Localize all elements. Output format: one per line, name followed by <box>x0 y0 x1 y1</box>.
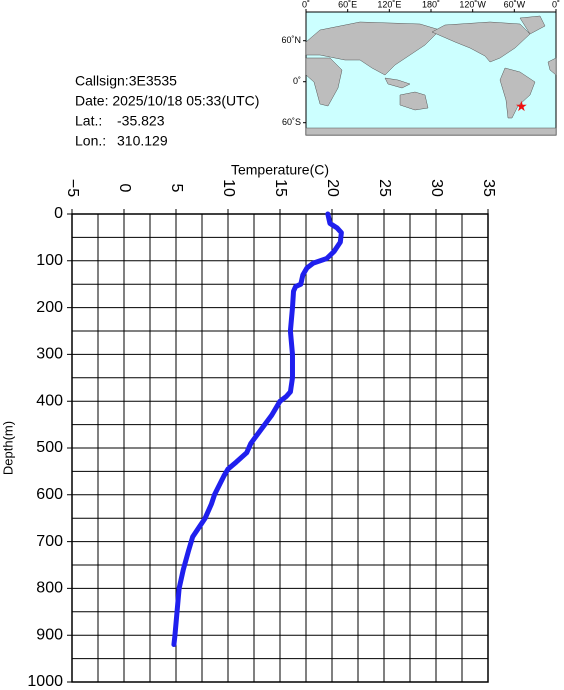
y-tick-label: 700 <box>36 533 63 550</box>
lat-value: -35.823 <box>117 113 165 129</box>
callsign: Callsign:3E3535 <box>75 73 177 89</box>
y-tick-label: 100 <box>36 252 63 269</box>
map-x-tick-label: 120˚W <box>459 0 486 9</box>
y-tick-label: 0 <box>54 205 63 222</box>
lat-label: Lat.: <box>75 113 102 129</box>
map-x-tick-label: 0˚ <box>302 0 310 9</box>
x-tick-label: 25 <box>376 179 393 197</box>
map-land <box>305 15 557 136</box>
x-tick-label: 5 <box>168 184 185 193</box>
x-tick-label: 35 <box>480 179 497 197</box>
x-tick-label: −5 <box>64 179 81 197</box>
y-tick-label: 600 <box>36 486 63 503</box>
map-x-tick-label: 0˚ <box>552 0 560 9</box>
y-tick-label: 800 <box>36 580 63 597</box>
location-marker: ★ <box>515 98 528 114</box>
plot-frame <box>71 213 489 683</box>
map-x-tick-label: 180˚ <box>422 0 440 9</box>
profile-line <box>171 211 344 648</box>
lon-value: 310.129 <box>117 133 168 149</box>
x-tick-label: 15 <box>272 179 289 197</box>
map-y-tick-label: 60˚S <box>282 117 301 127</box>
y-tick-label: 200 <box>36 299 63 316</box>
x-tick-label: 30 <box>428 179 445 197</box>
map-x-tick-label: 120˚E <box>377 0 401 9</box>
map-y-tick-label: 0˚ <box>293 76 301 86</box>
date: Date: 2025/10/18 05:33(UTC) <box>75 93 259 109</box>
x-tick-label: 10 <box>220 179 237 197</box>
map-x-tick-label: 60˚W <box>504 0 526 9</box>
y-tick-label: 300 <box>36 346 63 363</box>
map-x-tick-label: 60˚E <box>338 0 357 9</box>
map-y-tick-label: 60˚N <box>281 35 301 45</box>
x-tick-label: 0 <box>116 184 133 193</box>
y-axis-title: Depth(m) <box>0 421 15 475</box>
y-tick-label: 500 <box>36 439 63 456</box>
y-tick-label: 400 <box>36 392 63 409</box>
y-tick-label: 1000 <box>27 673 63 690</box>
lon-label: Lon.: <box>75 133 106 149</box>
x-tick-label: 20 <box>324 179 341 197</box>
x-axis-title: Temperature(C) <box>231 162 329 178</box>
y-tick-label: 900 <box>36 626 63 643</box>
